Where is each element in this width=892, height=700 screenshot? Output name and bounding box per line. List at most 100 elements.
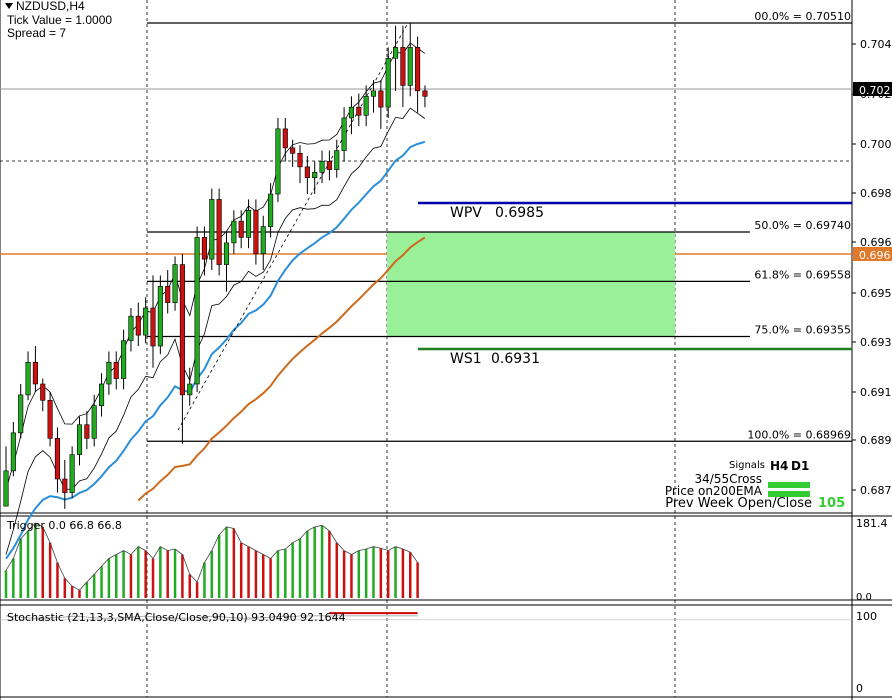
candle-body bbox=[407, 47, 413, 86]
pivot-value: 0.6931 bbox=[491, 351, 540, 367]
candle-body bbox=[326, 161, 332, 170]
candle-body bbox=[341, 117, 347, 151]
dropdown-triangle-icon[interactable] bbox=[5, 3, 13, 9]
fibonacci-levels: 00.0% = 0.70510 50.0% = 0.69740 61.8% = 0.… bbox=[147, 10, 852, 442]
fib-level-label: 00.0% = 0.70510 bbox=[754, 10, 851, 23]
current-price-tag bbox=[853, 82, 892, 96]
pivot-levels: WPV 0.6985 WS1 0.6931 bbox=[418, 201, 852, 367]
candle-body bbox=[121, 340, 127, 379]
candle-body bbox=[246, 209, 252, 238]
fib-level-label: 61.8% = 0.69558 bbox=[754, 268, 851, 281]
candlesticks bbox=[3, 23, 428, 509]
axis-label: 0.691 bbox=[860, 386, 892, 399]
candle-body bbox=[172, 264, 178, 303]
price-axis: 0.704 0.702 0.700 0.698 0.696 0.695 0.693 0.691… bbox=[852, 38, 892, 497]
axis-label: 0.704 bbox=[860, 38, 892, 51]
current-price-text: 0.702 bbox=[859, 84, 891, 97]
candle-body bbox=[370, 90, 377, 97]
candle-body bbox=[356, 106, 362, 116]
candle-body bbox=[422, 90, 428, 97]
ema-blue-line bbox=[5, 140, 426, 560]
candle-body bbox=[76, 424, 83, 455]
candle-body bbox=[187, 383, 193, 396]
orange-price-text: 0.696 bbox=[859, 249, 891, 262]
candle-body bbox=[18, 394, 24, 434]
candle-body bbox=[400, 47, 406, 86]
trigger-axis-bottom: 0.0 bbox=[856, 592, 872, 603]
candle-body bbox=[47, 399, 53, 439]
candle-body bbox=[260, 226, 266, 255]
fib-level-label: 100.0% = 0.68969 bbox=[747, 428, 851, 441]
candle-body bbox=[179, 264, 185, 396]
candle-body bbox=[253, 209, 259, 255]
candle-body bbox=[84, 424, 90, 439]
candle-body bbox=[165, 285, 171, 303]
moving-average-lines bbox=[5, 22, 426, 560]
spread-label: Spread = 7 bbox=[7, 26, 67, 40]
candle-body bbox=[201, 237, 207, 260]
axis-label: 0.695 bbox=[860, 287, 892, 300]
upper-band-line bbox=[5, 42, 426, 490]
axis-label: 0.700 bbox=[860, 138, 892, 151]
candle-body bbox=[157, 285, 163, 347]
candle-body bbox=[69, 454, 75, 493]
candle-body bbox=[363, 95, 369, 116]
axis-label: 0.693 bbox=[860, 336, 892, 349]
candle-body bbox=[150, 307, 156, 347]
prev-week-value: 105 bbox=[818, 496, 845, 511]
tick-value-label: Tick Value = 1.0000 bbox=[7, 13, 113, 27]
signal-indicator-d1 bbox=[768, 491, 810, 497]
candle-body bbox=[385, 57, 391, 108]
fib-level-label: 50.0% = 0.69740 bbox=[754, 219, 851, 232]
trigger-line bbox=[5, 522, 418, 591]
trigger-indicator-panel[interactable]: 181.4 0.0 bbox=[4, 517, 888, 603]
axis-label: 0.696 bbox=[860, 236, 892, 249]
signals-h4-column: H4 bbox=[770, 459, 788, 473]
stochastic-axis-top: 100 bbox=[856, 610, 877, 623]
signal-row-prev-week: Prev Week Open/Close bbox=[665, 496, 812, 511]
candle-body bbox=[113, 361, 119, 379]
candle-body bbox=[32, 361, 38, 385]
candle-body bbox=[25, 361, 31, 396]
fib-level-label: 75.0% = 0.69355 bbox=[754, 324, 851, 337]
fib-zone-rectangle bbox=[387, 232, 675, 337]
orange-price-tag bbox=[853, 247, 892, 261]
trigger-axis-top: 181.4 bbox=[856, 517, 888, 530]
candle-body bbox=[91, 405, 97, 439]
stochastic-signal-line bbox=[5, 615, 418, 619]
candle-body bbox=[378, 90, 384, 108]
candle-body bbox=[3, 470, 9, 507]
candle-body bbox=[312, 171, 318, 179]
candle-body bbox=[128, 315, 134, 341]
candle-body bbox=[297, 152, 303, 168]
candle-body bbox=[135, 315, 141, 336]
candle-body bbox=[282, 128, 288, 149]
candle-body bbox=[99, 383, 105, 407]
lower-band-line bbox=[5, 107, 426, 555]
stochastic-label: Stochastic (21,13,3,SMA,Close/Close,90,1… bbox=[7, 611, 346, 624]
signals-panel: Signals H4 D1 34/55Cross Price on200EMA … bbox=[665, 459, 845, 511]
trigger-label: Trigger 0.0 66.8 66.8 bbox=[6, 519, 122, 532]
axis-label: 0.689 bbox=[860, 434, 892, 447]
candle-body bbox=[194, 237, 200, 385]
pivot-name: WPV bbox=[450, 205, 482, 221]
signal-row-price-on-200ema: Price on200EMA bbox=[665, 484, 763, 498]
stochastic-axis-bottom: 0 bbox=[856, 682, 863, 695]
axis-label: 0.698 bbox=[860, 187, 892, 200]
signal-row-34-55-cross: 34/55Cross bbox=[695, 472, 762, 486]
candle-body bbox=[238, 220, 244, 238]
candle-body bbox=[209, 199, 215, 260]
candle-body bbox=[392, 47, 399, 59]
candle-body bbox=[334, 150, 340, 170]
candle-body bbox=[54, 437, 61, 480]
symbol-label: NZDUSD,H4 bbox=[16, 0, 85, 13]
pivot-name: WS1 bbox=[450, 351, 482, 367]
candle-body bbox=[304, 166, 310, 179]
candle-body bbox=[319, 161, 325, 173]
ema-orange-line bbox=[137, 236, 426, 502]
stochastic-indicator-panel[interactable]: 100 0 bbox=[0, 610, 877, 695]
pivot-value: 0.6985 bbox=[495, 205, 544, 221]
candle-body bbox=[268, 193, 274, 227]
candle-body bbox=[62, 478, 68, 493]
